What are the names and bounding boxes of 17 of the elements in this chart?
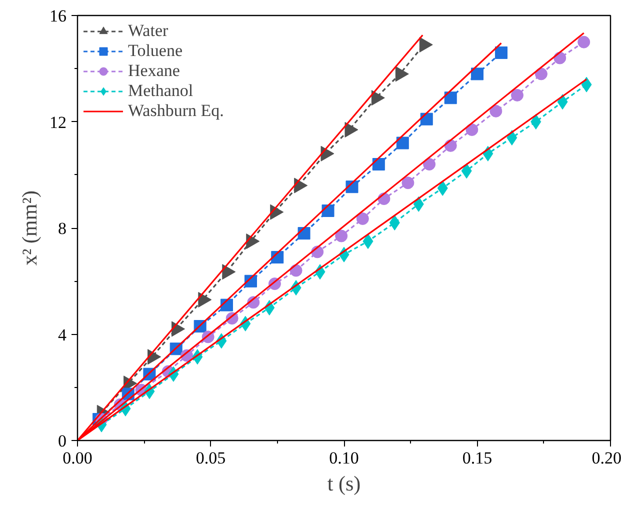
y-tick-label: 0 [58, 432, 66, 450]
x-tick-label: 0.05 [196, 448, 226, 468]
y-axis-title: x² (mm²) [18, 190, 42, 266]
y-tick-label: 4 [58, 325, 67, 344]
y-tick-label: 16 [50, 6, 66, 26]
x-tick-label: 0.10 [329, 448, 359, 468]
legend-label: Water [128, 21, 168, 41]
legend-label: Toluene [128, 41, 183, 61]
x-tick-label: 0.15 [462, 448, 492, 468]
y-tick-label: 12 [50, 112, 66, 132]
x-axis-title: t (s) [327, 472, 361, 496]
legend-label: Methanol [128, 81, 194, 101]
legend-label: Hexane [128, 61, 180, 81]
x-tick-label: 0.20 [592, 448, 621, 468]
text: 0.00 [62, 448, 92, 468]
legend-label: Washburn Eq. [128, 101, 224, 121]
y-tick-label: 8 [58, 219, 66, 238]
